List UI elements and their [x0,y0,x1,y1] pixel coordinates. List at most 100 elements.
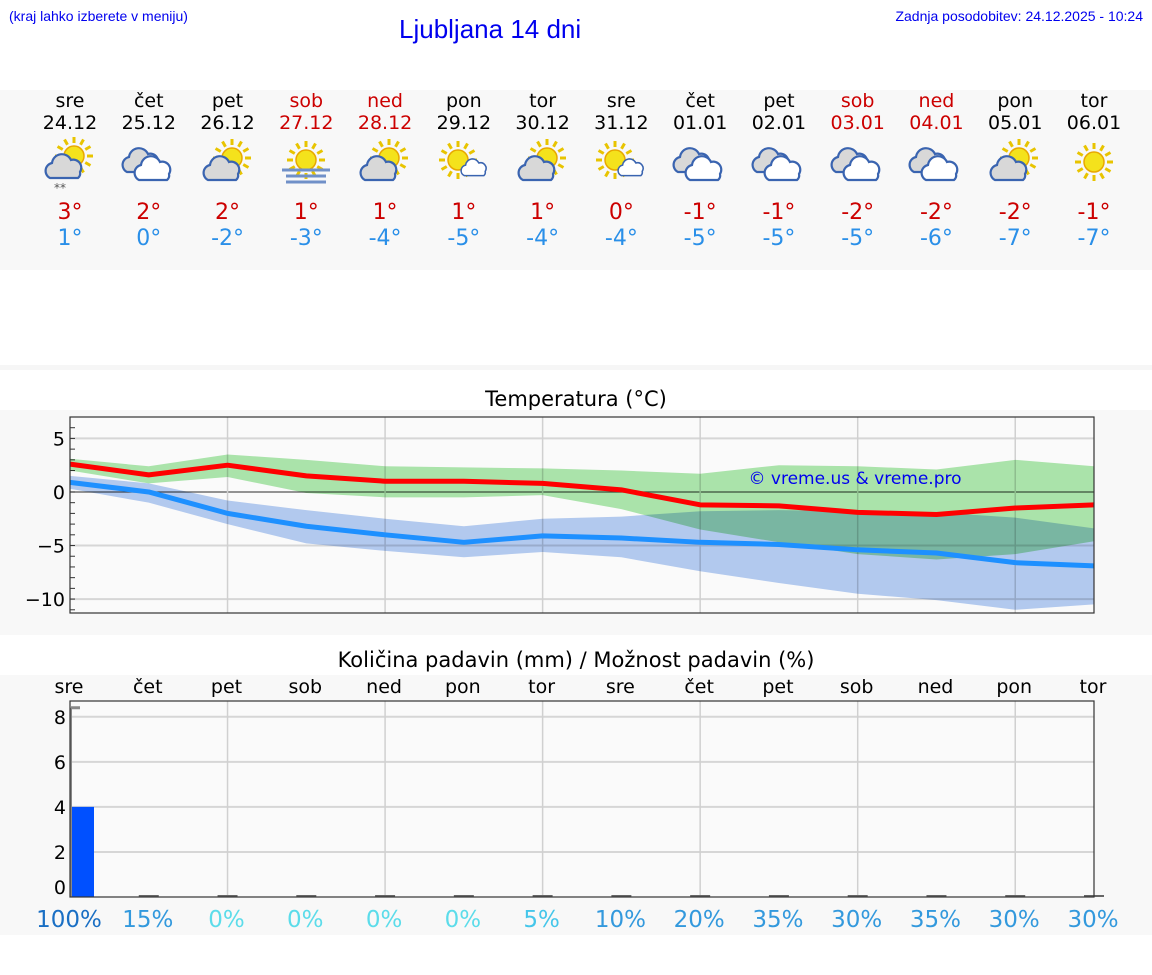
y-tick-label: 2 [54,842,66,864]
temp-min: -6° [919,226,953,251]
mostly-sunny-icon [596,141,645,179]
day-column: ned 28.12 1° -4° [346,90,424,252]
day-label: sre [55,676,84,698]
day-name: čet [685,90,715,112]
day-column: čet 25.12 2° 0° [110,90,188,252]
temp-min: 0° [136,226,162,251]
day-column: sre 24.12 ** 3° 1° [31,90,109,252]
precip-probability: 5% [523,907,560,933]
y-tick-label: 0 [54,877,66,899]
day-date: 25.12 [121,112,176,134]
day-column: sob 27.12 1° -3° [267,90,345,252]
temp-max: -2° [998,200,1032,225]
day-column: sre 31.12 0° -4° [582,90,660,252]
day-name: tor [1080,90,1108,112]
temperature-chart: 5 0 −5 −10 © vreme.us & vreme.pro [25,416,1095,614]
day-column: pet 26.12 2° -2° [189,90,267,252]
day-label: pon [996,676,1032,698]
y-tick-label: 6 [54,752,66,774]
day-column: pon 05.01 -2° -7° [976,90,1054,252]
partly-cloudy-icon [359,139,409,182]
day-date: 26.12 [200,112,255,134]
precip-probability: 0% [366,907,403,933]
precip-probability: 10% [595,907,646,933]
day-column: pet 02.01 -1° -5° [740,90,818,252]
day-name: pon [997,90,1034,112]
day-date: 03.01 [830,112,885,134]
cloudy-icon [121,147,172,182]
day-name: sob [840,90,875,112]
plot-frame [69,700,1095,898]
temp-min: -5° [683,226,717,251]
cloudy-icon [672,147,723,182]
day-column: pon 29.12 1° -5° [425,90,503,252]
day-name: čet [133,90,164,112]
cloudy-icon [830,147,881,182]
day-name: tor [529,90,557,112]
temp-min: 1° [57,226,83,251]
temp-max: -1° [683,200,717,225]
day-label: pon [445,676,481,698]
temp-max: 1° [530,200,556,225]
temp-max: -1° [762,200,796,225]
day-date: 01.01 [672,112,728,134]
day-date: 24.12 [42,112,98,134]
day-date: 31.12 [594,112,649,134]
temp-max: 3° [57,200,83,225]
temp-min: -4° [604,226,638,251]
temp-min: -5° [762,226,796,251]
temp-min: -7° [998,226,1032,251]
temp-min: -7° [1077,226,1111,251]
last-updated: Zadnja posodobitev: 24.12.2025 - 10:24 [895,8,1143,24]
day-label: sob [289,676,323,698]
daily-forecast: sre 24.12 ** 3° 1° čet 25.12 2° 0° pet 26.… [0,90,1152,270]
cloudy-icon [908,147,959,182]
day-date: 27.12 [279,112,334,134]
precipitation-bar [70,806,94,897]
day-date: 06.01 [1066,112,1122,134]
day-name: pet [211,90,244,112]
day-label: ned [366,676,402,698]
precip-probability: 0% [208,907,245,933]
day-date: 30.12 [515,112,570,134]
day-label: pet [762,676,793,698]
partly-cloudy-icon [202,139,251,182]
location-hint: (kraj lahko izberete v meniju) [9,8,188,24]
day-name: pet [763,90,795,112]
temperature-chart-title: Temperatura (°C) [485,387,667,411]
day-date: 28.12 [357,112,413,134]
page-title: Ljubljana 14 dni [399,14,582,44]
min-range-band [70,475,1094,610]
day-date: 05.01 [988,112,1043,134]
fog-sun-icon [282,141,331,184]
precip-probability: 100% [36,907,102,933]
precip-probability: 15% [122,907,173,933]
day-column: tor 30.12 1° -4° [504,90,582,252]
day-label: sob [840,676,874,698]
y-tick-label: 5 [53,428,65,450]
day-name: ned [918,90,955,112]
day-column: ned 04.01 -2° -6° [897,90,975,252]
temp-max: -1° [1077,200,1111,225]
temp-min: -5° [447,226,481,251]
day-name: pon [445,90,482,112]
day-column: čet 01.01 -1° -5° [661,90,739,252]
temp-max: 1° [293,200,319,225]
max-temperature-line [69,461,1095,517]
partly-cloudy-icon [989,139,1039,182]
temp-max: 0° [608,200,634,225]
copyright-annotation: © vreme.us & vreme.pro [748,469,961,489]
temp-max: 2° [136,200,162,225]
precip-probability: 35% [910,907,961,933]
day-label: tor [528,676,555,698]
precip-probability: 20% [674,907,725,933]
sunny-icon [1075,143,1113,181]
day-label: sre [606,676,635,698]
day-name: sre [55,90,85,112]
precip-probability: 30% [1067,907,1118,933]
y-tick-label: 0 [53,482,65,504]
cloudy-icon [751,147,802,182]
temp-min: -4° [526,226,560,251]
temp-min: -3° [289,226,323,251]
precip-probability: 35% [752,907,803,933]
